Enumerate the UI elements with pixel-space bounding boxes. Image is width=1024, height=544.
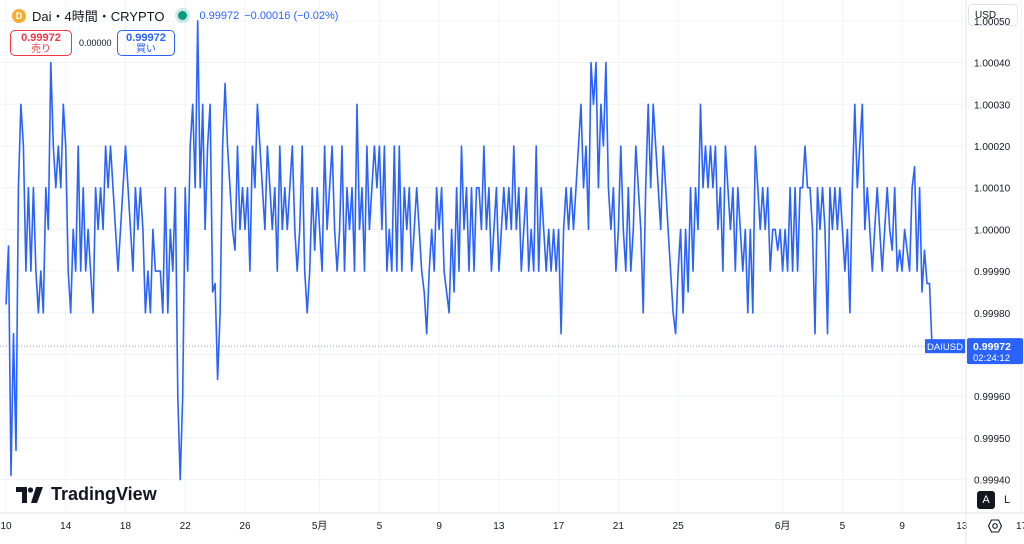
buy-button[interactable]: 0.99972 買い (117, 30, 175, 56)
price-series-line[interactable] (5, 20, 933, 481)
x-tick-label: 13 (956, 521, 968, 532)
sell-price: 0.99972 (21, 32, 61, 44)
y-tick-label: 0.99950 (974, 434, 1011, 445)
y-tick-label: 1.00030 (974, 100, 1011, 111)
last-price: 0.99972 (199, 9, 240, 22)
ticker-tag-label: DAIUSD (927, 342, 963, 353)
x-tick-label: 5 (840, 521, 846, 532)
x-tick-label: 9 (899, 521, 905, 532)
y-tick-label: 0.99940 (974, 476, 1011, 487)
y-tick-label: 1.00040 (974, 59, 1011, 70)
market-status-dot-icon (178, 11, 188, 20)
log-scale-button[interactable]: L (1003, 494, 1011, 506)
x-tick-label: 5月 (312, 520, 328, 532)
auto-scale-button[interactable]: A (977, 491, 995, 509)
x-tick-label: 14 (60, 521, 72, 532)
dai-coin-icon: D (12, 8, 26, 23)
bar-countdown-label: 02:24:12 (973, 353, 1010, 364)
tradingview-logo-icon (16, 486, 43, 503)
tradingview-logo-text: TradingView (51, 484, 157, 504)
last-price-tag-label: 0.99972 (973, 341, 1011, 353)
y-tick-label: 1.00000 (974, 225, 1011, 236)
sell-button[interactable]: 0.99972 売り (10, 30, 72, 56)
x-tick-label: 6月 (775, 520, 791, 532)
spread-value: 0.00000 (79, 38, 112, 48)
x-tick-label: 21 (613, 521, 625, 532)
buy-label: 買い (136, 44, 156, 55)
symbol-header[interactable]: D Dai・4時間・CRYPTO 0.99972 −0.00016 (−0.02… (12, 6, 343, 25)
x-tick-label: 10 (0, 521, 12, 532)
currency-selector[interactable]: USD (968, 4, 1018, 26)
last-price-tag (967, 338, 1023, 365)
x-tick-label: 22 (180, 521, 192, 532)
y-tick-label: 1.00010 (974, 184, 1011, 195)
ticker-tag (925, 339, 965, 354)
symbol-title[interactable]: Dai・4時間・CRYPTO (32, 9, 165, 24)
y-tick-label: 1.00020 (974, 142, 1011, 153)
price-change: −0.00016 (−0.02%) (244, 9, 339, 22)
y-tick-label: 0.99990 (974, 267, 1011, 278)
x-tick-label: 9 (436, 521, 442, 532)
settings-gear-icon[interactable] (988, 519, 1002, 533)
x-tick-label: 17 (1016, 521, 1024, 532)
y-tick-label: 1.00050 (974, 17, 1011, 28)
x-tick-label: 26 (239, 521, 251, 532)
y-tick-label: 0.99980 (974, 309, 1011, 320)
x-tick-label: 13 (493, 521, 505, 532)
buy-price: 0.99972 (126, 32, 166, 44)
x-tick-label: 18 (120, 521, 132, 532)
sell-label: 売り (31, 44, 51, 55)
x-tick-label: 25 (673, 521, 685, 532)
x-tick-label: 5 (377, 521, 383, 532)
tradingview-logo[interactable]: TradingView (16, 484, 157, 505)
x-tick-label: 17 (553, 521, 565, 532)
y-tick-label: 0.99960 (974, 392, 1011, 403)
